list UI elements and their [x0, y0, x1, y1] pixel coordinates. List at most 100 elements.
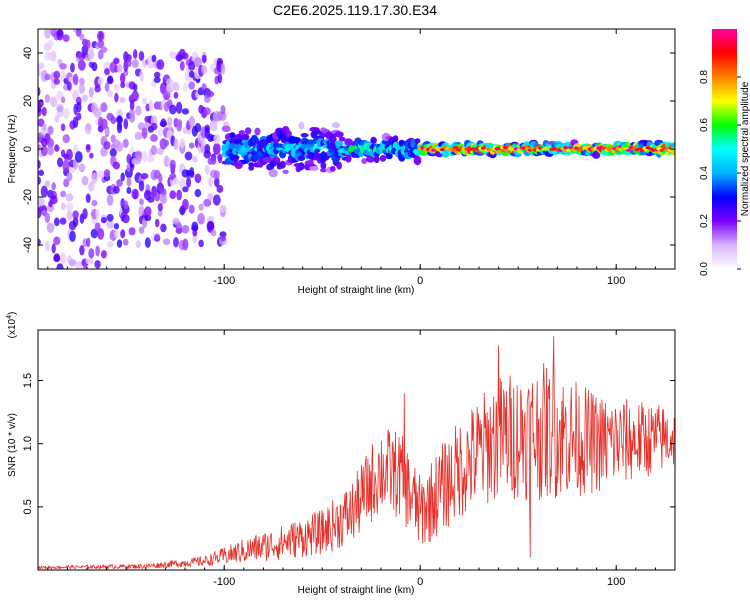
spectrogram-cell: [220, 63, 226, 75]
spectrogram-cell: [188, 204, 195, 214]
spectrogram-cell: [123, 69, 129, 77]
spectrogram-cell: [91, 62, 98, 72]
spectrogram-cell: [116, 239, 123, 248]
spectrogram-cell: [121, 214, 130, 224]
spectrogram-cell: [179, 61, 185, 71]
spectrogram-cell: [106, 194, 114, 206]
spectrogram-cell: [76, 112, 82, 121]
spectrogram-cell: [59, 217, 67, 225]
spectrogram-cell: [142, 97, 148, 105]
spectrogram-cell: [379, 155, 387, 162]
spectrogram-cell: [219, 204, 227, 213]
snr-y-label: SNR (10 * v/v): [7, 413, 18, 477]
spectrogram-cell: [192, 155, 198, 163]
spectrogram-cell: [53, 253, 60, 262]
spectrogram-y-label: Frequency (Hz): [7, 115, 18, 184]
spectrogram-cell: [104, 82, 110, 92]
spectrogram-cell: [62, 159, 71, 172]
spectrogram-cell: [182, 198, 189, 211]
x-tick-label: 0: [417, 275, 423, 287]
spectrogram-ridge-cell: [453, 146, 459, 150]
spectrogram-cell: [104, 171, 110, 178]
spectrogram-cell: [126, 58, 132, 68]
spectrogram-cell: [285, 130, 292, 138]
spectrogram-cell: [158, 173, 163, 184]
spectrogram-cell: [50, 96, 58, 108]
spectrogram-cell: [194, 189, 202, 198]
spectrogram-cell: [38, 176, 41, 185]
spectrogram-cell: [93, 107, 102, 119]
spectrogram-cell: [144, 214, 152, 222]
spectrogram-cell: [385, 152, 393, 160]
spectrogram-cell: [100, 102, 108, 113]
spectrogram-cell: [206, 220, 215, 231]
spectrogram-cell: [90, 228, 99, 239]
spectrogram-cell: [179, 138, 186, 148]
spectrogram-cell: [592, 150, 601, 159]
colorbar-scale: [712, 29, 737, 269]
spectrogram-cell: [60, 252, 67, 264]
snr-series-line: [38, 336, 675, 570]
spectrogram-cell: [78, 60, 86, 71]
spectrogram-cell: [56, 263, 64, 269]
spectrogram-cell: [144, 206, 152, 217]
spectrogram-cell: [344, 138, 353, 146]
spectrogram-cell: [189, 167, 195, 176]
spectrogram-cell: [135, 240, 142, 249]
spectrogram-ridge-cell: [670, 148, 675, 152]
spectrogram-ridge-cell: [661, 146, 667, 150]
spectrogram-cell: [197, 213, 205, 225]
spectrogram-cell: [63, 178, 70, 188]
spectrogram-cell: [114, 92, 119, 103]
spectrogram-cell: [94, 222, 101, 231]
spectrogram-cell: [147, 196, 155, 203]
spectrogram-cell: [184, 151, 193, 161]
spectrogram-cell: [373, 155, 380, 164]
spectrogram-cell: [142, 218, 148, 229]
spectrogram-cell: [320, 168, 327, 173]
y-tick-label: 0.5: [22, 499, 34, 514]
spectrogram-cell: [122, 138, 129, 148]
spectrogram-cell: [141, 127, 148, 139]
spectrogram-cell: [72, 216, 79, 227]
spectrogram-cell: [49, 195, 58, 205]
spectrogram-cell: [117, 115, 122, 124]
spectrogram-cell: [194, 123, 202, 133]
x-tick-label: 100: [607, 275, 625, 287]
spectrogram-cell: [206, 216, 215, 223]
colorbar-tick-label: 0.4: [699, 166, 710, 180]
spectrogram-cell: [338, 136, 346, 142]
spectrogram-cell: [157, 127, 163, 137]
spectrogram-cell: [38, 169, 45, 176]
y-tick-label: 1.0: [22, 436, 34, 451]
colorbar-tick-label: 0.8: [699, 70, 710, 84]
snr-x-label: Height of straight line (km): [298, 585, 415, 596]
spectrogram-cell: [298, 121, 305, 130]
spectrogram-cell: [150, 134, 158, 142]
spectrogram-cell: [116, 122, 123, 134]
spectrogram-cell: [138, 180, 145, 192]
spectrogram-cell: [89, 152, 94, 159]
spectrogram-cell: [139, 70, 144, 83]
spectrogram-cell: [97, 170, 105, 178]
spectrogram-cell: [147, 155, 155, 163]
spectrogram-cell: [282, 169, 289, 174]
spectrogram-cell: [95, 208, 100, 220]
spectrogram-cell: [44, 94, 51, 103]
spectrogram-cell: [78, 84, 86, 94]
spectrogram-cell: [238, 130, 245, 135]
spectrogram-cell: [131, 188, 139, 200]
spectrogram-cell: [79, 77, 85, 86]
spectrogram-cell: [207, 193, 214, 201]
spectrogram-cell: [220, 234, 226, 242]
colorbar: 0.0 0.2 0.4 0.6 0.8 Normalized spectral ampl…: [699, 29, 750, 276]
spectrogram-cell: [219, 111, 227, 122]
spectrogram-cell: [89, 257, 94, 265]
spectrogram-cell: [40, 145, 48, 157]
spectrogram-cell: [85, 144, 91, 151]
spectrogram-cell: [220, 105, 226, 115]
spectrogram-cell: [150, 122, 158, 131]
spectrogram-cell: [47, 138, 54, 149]
spectrogram-cell: [204, 164, 210, 175]
